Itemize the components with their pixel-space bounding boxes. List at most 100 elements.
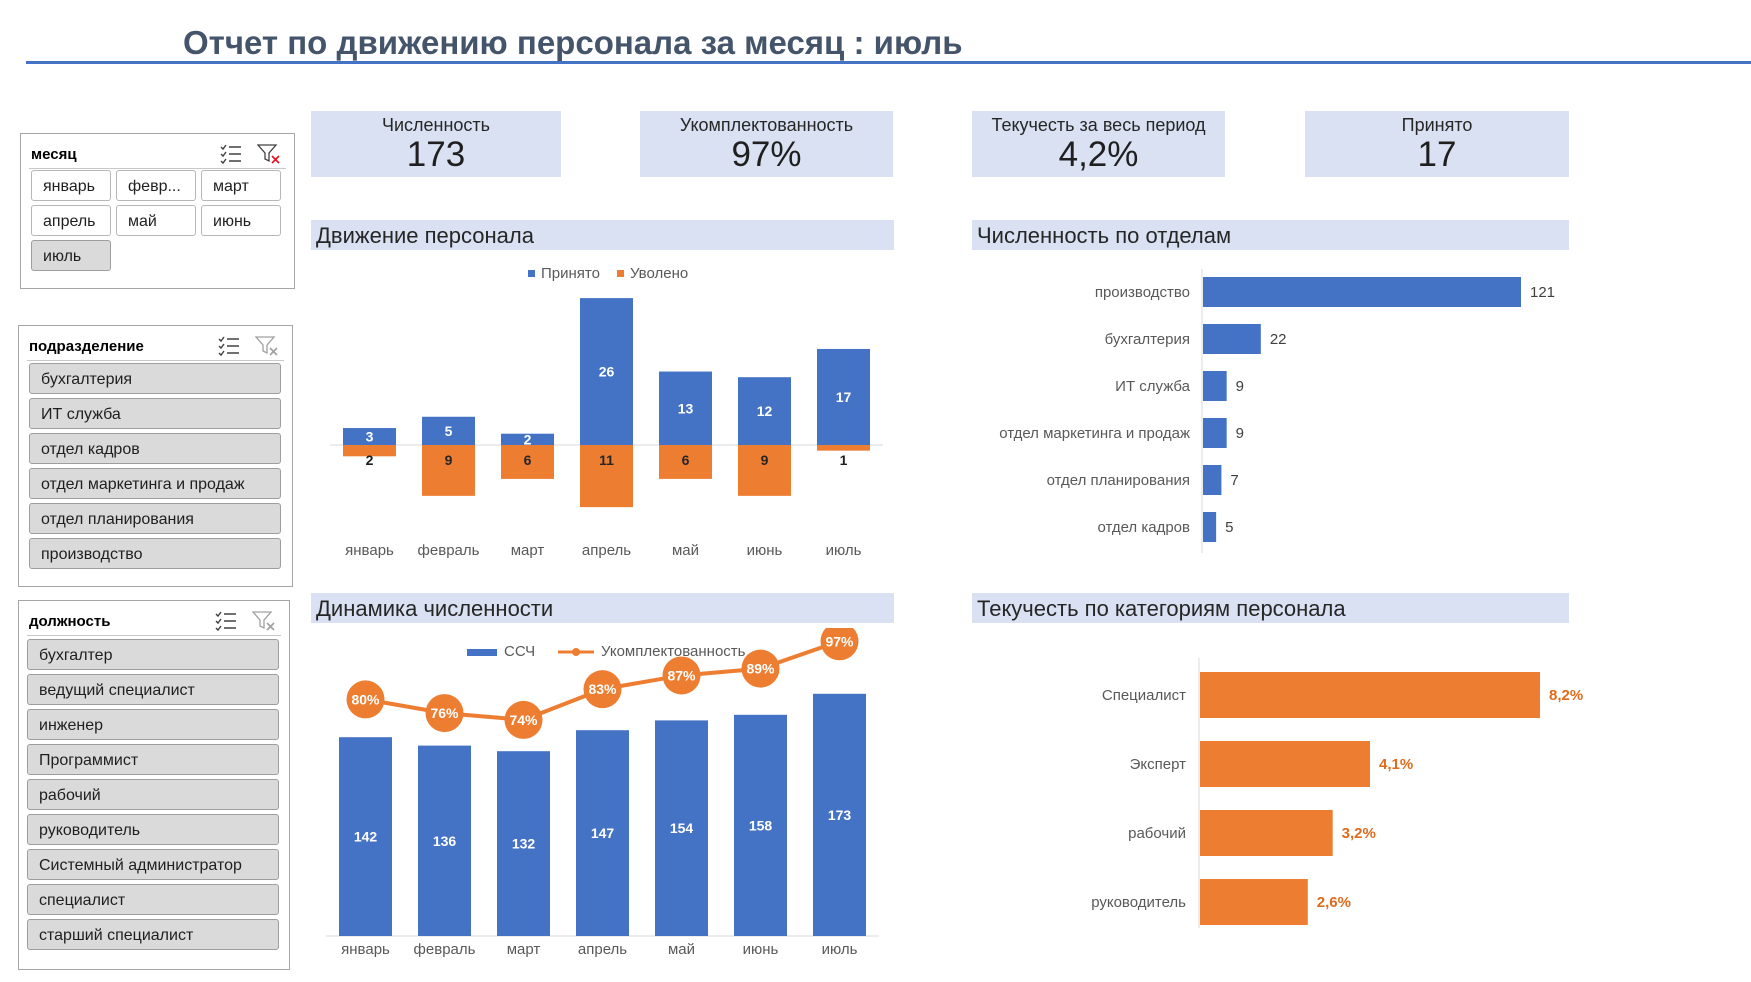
y-tick-label: отдел маркетинга и продаж	[999, 425, 1190, 442]
bar-department	[1203, 512, 1217, 542]
slicer-item[interactable]: бухгалтер	[27, 639, 279, 670]
bar-turnover	[1200, 879, 1308, 925]
legend-swatch	[528, 270, 535, 277]
departments-chart: производство 121 бухгалтерия 22 ИТ служба 9 от…	[999, 269, 1555, 553]
y-tick-label: рабочий	[1128, 825, 1186, 842]
turnover-chart: Специалист 8,2% Эксперт 4,1% рабочий 3,2% руко…	[1091, 658, 1583, 928]
bar-dismissed	[501, 445, 554, 479]
bar-turnover	[1200, 741, 1370, 787]
x-tick-label: июнь	[743, 941, 779, 958]
slicer-item[interactable]: март	[201, 170, 281, 201]
y-tick-label: производство	[1095, 284, 1190, 301]
kpi-value: 4,2%	[1058, 135, 1139, 174]
bar-hired	[580, 298, 633, 445]
legend-label: Уволено	[630, 265, 688, 282]
staffing-marker	[504, 700, 543, 739]
data-label-hired: 12	[757, 403, 773, 419]
staffing-marker	[662, 656, 701, 695]
bar-headcount	[497, 751, 550, 936]
bar-department	[1203, 371, 1227, 401]
bar-dismissed	[422, 445, 475, 496]
data-label: 8,2%	[1549, 687, 1583, 704]
staffing-marker	[741, 649, 780, 688]
slicer-item[interactable]: рабочий	[27, 779, 279, 810]
y-tick-label: отдел планирования	[1047, 472, 1190, 489]
data-label-hired: 13	[678, 400, 694, 416]
bar-hired	[422, 416, 475, 445]
data-label-staffing: 97%	[825, 633, 854, 649]
slicer-item[interactable]: апрель	[31, 205, 111, 236]
data-label-staffing: 87%	[667, 667, 696, 683]
bar-dismissed	[817, 445, 870, 451]
slicer-item[interactable]: январь	[31, 170, 111, 201]
data-label: 121	[1530, 284, 1555, 301]
legend-label: ССЧ	[504, 643, 535, 660]
data-label: 2,6%	[1317, 894, 1351, 911]
slicer-item[interactable]: отдел планирования	[29, 503, 281, 534]
slicer-item[interactable]: февр...	[116, 170, 196, 201]
slicer-item[interactable]: отдел кадров	[29, 433, 281, 464]
multi-select-icon[interactable]	[214, 610, 238, 632]
clear-filter-icon[interactable]	[252, 610, 276, 632]
slicer-item[interactable]: май	[116, 205, 196, 236]
bar-hired	[343, 428, 396, 445]
bar-headcount	[734, 714, 787, 936]
slicer-item[interactable]: отдел маркетинга и продаж	[29, 468, 281, 499]
slicer-item[interactable]: руководитель	[27, 814, 279, 845]
month-slicer: месяц январь февр... март апрель май июнь июль	[20, 133, 295, 289]
slicer-item[interactable]: Системный администратор	[27, 849, 279, 880]
slicer-item[interactable]: производство	[29, 538, 281, 569]
slicer-item[interactable]: инженер	[27, 709, 279, 740]
data-label-headcount: 147	[591, 825, 615, 841]
slicer-divider	[27, 635, 281, 636]
x-tick-label: июнь	[747, 542, 783, 559]
y-tick-label: ИТ служба	[1115, 378, 1190, 395]
data-label-staffing: 83%	[588, 681, 617, 697]
data-label: 3,2%	[1342, 825, 1376, 842]
x-tick-label: февраль	[414, 941, 476, 958]
report-title: Отчет по движению персонала за месяц : и…	[183, 24, 963, 61]
data-label: 9	[1236, 425, 1244, 442]
slicer-item[interactable]: июль	[31, 240, 111, 271]
slicer-item[interactable]: специалист	[27, 884, 279, 915]
bar-headcount	[576, 730, 629, 936]
bar-headcount	[813, 693, 866, 936]
slicer-item[interactable]: бухгалтерия	[29, 363, 281, 394]
multi-select-icon[interactable]	[217, 335, 241, 357]
x-tick-label: май	[672, 542, 699, 559]
slicer-item[interactable]: ведущий специалист	[27, 674, 279, 705]
bar-headcount	[339, 737, 392, 936]
month-slicer-header: месяц	[31, 146, 77, 163]
data-label: 7	[1230, 472, 1238, 489]
y-tick-label: Специалист	[1102, 687, 1186, 704]
section-title: Движение персонала	[316, 223, 534, 248]
x-tick-label: апрель	[578, 941, 627, 958]
data-label-dismissed: 6	[524, 452, 532, 468]
x-tick-label: январь	[345, 542, 394, 559]
slicer-item[interactable]: Программист	[27, 744, 279, 775]
kpi-hired: Принято 17	[1305, 111, 1569, 177]
bar-department	[1203, 418, 1227, 448]
clear-filter-icon[interactable]	[255, 335, 279, 357]
movement-chart: Принято Уволено32январь59февраль26март261…	[330, 265, 883, 559]
x-tick-label: март	[507, 941, 541, 958]
x-tick-label: июль	[826, 542, 862, 559]
bar-department	[1203, 324, 1261, 354]
data-label-hired: 2	[524, 431, 532, 447]
slicer-item[interactable]: старший специалист	[27, 919, 279, 950]
x-tick-label: март	[511, 542, 545, 559]
x-tick-label: май	[668, 941, 695, 958]
x-tick-label: январь	[341, 941, 390, 958]
data-label-staffing: 76%	[430, 705, 459, 721]
legend-label: Принято	[541, 265, 600, 282]
bar-turnover	[1200, 672, 1540, 718]
multi-select-icon[interactable]	[219, 143, 243, 165]
slicer-item[interactable]: июнь	[201, 205, 281, 236]
data-label-hired: 26	[599, 364, 615, 380]
legend-swatch	[617, 270, 624, 277]
clear-filter-icon[interactable]	[257, 143, 281, 165]
data-label: 22	[1270, 331, 1287, 348]
y-tick-label: руководитель	[1091, 894, 1186, 911]
slicer-item[interactable]: ИТ служба	[29, 398, 281, 429]
legend-swatch	[467, 649, 497, 656]
